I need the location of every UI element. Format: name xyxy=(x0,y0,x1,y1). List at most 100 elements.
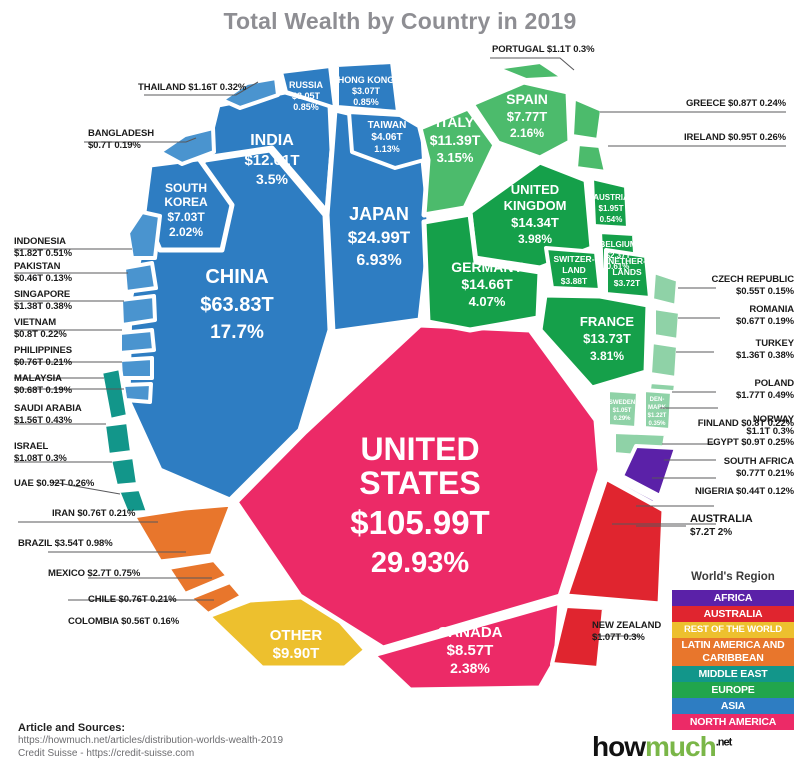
label-taiwan-value: $4.06T xyxy=(371,132,402,143)
tile-pakistan[interactable] xyxy=(122,261,158,294)
label-japan-percent: 6.93% xyxy=(356,252,401,269)
label-denmark-percent: 0.35% xyxy=(648,421,666,427)
callout-australia-line2: $7.2T 2% xyxy=(690,527,733,538)
tile-saudi-arabia[interactable] xyxy=(99,366,130,422)
tile-indonesia[interactable] xyxy=(126,210,162,260)
legend-item-europe[interactable]: EUROPE xyxy=(672,682,794,698)
tile-new-zealand[interactable] xyxy=(550,604,606,670)
callout-south-africa-line1: SOUTH AFRICA xyxy=(723,456,794,467)
label-russia-percent: 0.85% xyxy=(293,102,319,112)
tile-italy[interactable] xyxy=(417,105,498,218)
label-russia-name: RUSSIA xyxy=(289,80,324,90)
tile-hong-kong[interactable] xyxy=(335,60,400,114)
tile-uae[interactable] xyxy=(108,455,140,488)
label-taiwan-name: TAIWAN xyxy=(368,120,407,131)
label-switzerland-name2: LAND xyxy=(562,265,586,275)
tile-sweden[interactable] xyxy=(606,388,640,430)
label-netherlands-name2: LANDS xyxy=(612,267,642,277)
legend-title: World's Region xyxy=(691,571,775,583)
callout-indonesia-line2: $1.82T 0.51% xyxy=(14,248,72,259)
page-title: Total Wealth by Country in 2019 xyxy=(223,8,577,34)
label-hong-kong-value: $3.07T xyxy=(352,86,381,96)
label-south-korea-value: $7.03T xyxy=(167,210,205,224)
callout-singapore-line1: SINGAPORE xyxy=(14,289,71,300)
tile-thailand[interactable] xyxy=(220,76,280,110)
tile-singapore[interactable] xyxy=(119,294,157,327)
howmuch-logo[interactable]: howmuch.net xyxy=(592,731,733,763)
logo-part-net: .net xyxy=(715,736,733,749)
label-sweden-percent: 0.29% xyxy=(613,416,631,422)
callout-poland-line2: $1.77T 0.49% xyxy=(736,390,794,401)
tile-romania[interactable] xyxy=(652,306,682,342)
callout-greece: GREECE $0.87T 0.24% xyxy=(685,98,786,109)
tile-egypt[interactable] xyxy=(620,444,678,498)
callout-uae: UAE $0.92T 0.26% xyxy=(14,478,95,489)
tile-vietnam[interactable] xyxy=(118,328,156,355)
footer: Article and Sources: https://howmuch.net… xyxy=(18,722,283,760)
tile-philippines[interactable] xyxy=(118,356,154,380)
label-sweden-value: $1.05T xyxy=(613,408,632,414)
label-japan-name: JAPAN xyxy=(349,204,409,224)
callout-saudi-arabia-line2: $1.56T 0.43% xyxy=(14,415,72,426)
label-france-name: FRANCE xyxy=(580,314,634,329)
legend-item-australia[interactable]: AUSTRALIA xyxy=(672,606,794,622)
label-south-korea-name1: SOUTH xyxy=(165,181,207,195)
tile-canada[interactable] xyxy=(370,599,563,693)
tile-taiwan[interactable] xyxy=(347,110,426,170)
legend-item-middle-east[interactable]: MIDDLE EAST xyxy=(672,666,794,682)
callout-malaysia-line1: MALAYSIA xyxy=(14,373,62,384)
tile-netherlands[interactable] xyxy=(604,248,652,300)
tile-united-states[interactable] xyxy=(233,322,603,651)
tile-switzerland[interactable] xyxy=(544,246,602,292)
label-other-value: $9.90T xyxy=(273,645,320,662)
tile-turkey[interactable] xyxy=(648,340,680,380)
label-us-percent: 29.93% xyxy=(371,547,470,579)
tile-portugal[interactable] xyxy=(494,60,566,82)
label-uk-name1: UNITED xyxy=(511,182,559,197)
tile-ireland[interactable] xyxy=(574,142,608,174)
label-taiwan-percent: 1.13% xyxy=(374,144,400,154)
callout-south-africa-line2: $0.77T 0.21% xyxy=(736,468,794,479)
callout-finland: FINLAND $0.8T 0.22% xyxy=(697,418,794,429)
legend: World's Region AFRICA AUSTRALIA REST OF … xyxy=(672,571,794,730)
tile-bangladesh[interactable] xyxy=(158,126,216,166)
callout-iran: IRAN $0.76T 0.21% xyxy=(52,508,136,519)
legend-item-north-america[interactable]: NORTH AMERICA xyxy=(672,714,794,730)
callout-norway-line1: NORWAY xyxy=(752,414,794,425)
tile-france[interactable] xyxy=(537,292,651,391)
callout-philippines-line1: PHILIPPINES xyxy=(14,345,73,356)
label-india-percent: 3.5% xyxy=(256,171,288,187)
label-denmark-value: $1.22T xyxy=(648,413,667,419)
tile-israel[interactable] xyxy=(102,420,134,457)
callout-singapore-line2: $1.38T 0.38% xyxy=(14,301,72,312)
tile-brazil[interactable] xyxy=(130,501,235,565)
tile-greece[interactable] xyxy=(570,96,604,142)
callout-vietnam-line1: VIETNAM xyxy=(14,317,57,328)
label-belgium-name: BELGIUM xyxy=(600,240,637,249)
footer-credit-suisse-link[interactable]: Credit Suisse - https://credit-suisse.co… xyxy=(18,748,195,759)
label-hong-kong-percent: 0.85% xyxy=(353,97,379,107)
legend-item-africa[interactable]: AFRICA xyxy=(672,590,794,606)
tile-czech-republic[interactable] xyxy=(650,270,680,308)
callout-malaysia-line2: $0.68T 0.19% xyxy=(14,385,72,396)
tile-south-korea[interactable] xyxy=(141,155,235,253)
label-germany-percent: 4.07% xyxy=(469,294,506,309)
tile-mexico[interactable] xyxy=(166,558,230,596)
legend-item-asia[interactable]: ASIA xyxy=(672,698,794,714)
tile-australia[interactable] xyxy=(563,475,667,607)
logo-part-how: how xyxy=(592,731,646,762)
tile-austria[interactable] xyxy=(590,176,630,230)
label-us-value: $105.99T xyxy=(350,504,489,541)
label-belgium-value: $2.37T xyxy=(606,251,631,260)
footer-source-link[interactable]: https://howmuch.net/articles/distributio… xyxy=(18,735,284,746)
callout-pakistan-line2: $0.46T 0.13% xyxy=(14,273,72,284)
tile-germany[interactable] xyxy=(421,211,543,333)
tile-russia[interactable] xyxy=(279,64,337,110)
tile-spain[interactable] xyxy=(469,79,573,161)
tile-denmark[interactable] xyxy=(642,388,674,432)
legend-item-latin-america-and-caribbean[interactable]: LATIN AMERICA AND CARIBBEAN xyxy=(672,638,794,666)
tile-chile[interactable] xyxy=(188,580,244,616)
legend-item-rest-of-the-world[interactable]: REST OF THE WORLD xyxy=(672,622,794,638)
logo-part-much: much xyxy=(645,731,717,762)
label-uk-percent: 3.98% xyxy=(518,232,552,246)
